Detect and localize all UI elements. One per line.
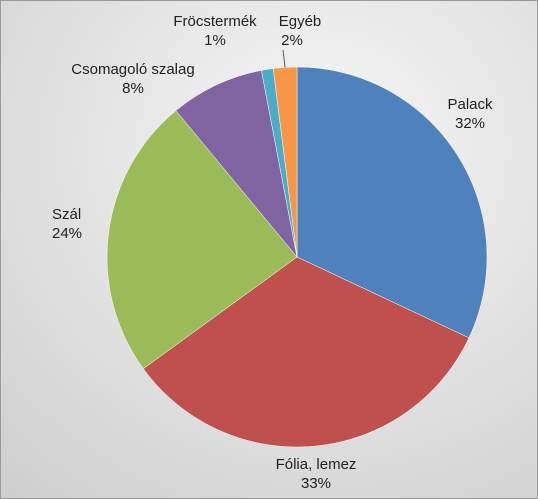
slice-label: Fólia, lemez: [276, 456, 357, 473]
pie-slice: [175, 70, 298, 258]
slice-label: Szál: [52, 206, 81, 223]
slice-label: Palack: [447, 96, 493, 113]
slice-value-label: 8%: [122, 80, 144, 97]
slice-value-label: 2%: [281, 32, 303, 49]
slice-label: Egyéb: [279, 13, 322, 30]
pie-slice: [106, 110, 298, 370]
leader-line: [282, 49, 286, 68]
slice-value-label: 24%: [52, 225, 82, 242]
slice-label: Csomagoló szalag: [71, 61, 194, 78]
pie-slice: [142, 256, 470, 448]
slice-value-label: 33%: [301, 475, 331, 492]
pie-slice: [272, 66, 298, 258]
slice-value-label: 32%: [455, 115, 485, 132]
slice-value-label: 1%: [204, 32, 226, 49]
pie-slice: [296, 66, 488, 339]
slice-label: Fröcstermék: [173, 13, 257, 30]
